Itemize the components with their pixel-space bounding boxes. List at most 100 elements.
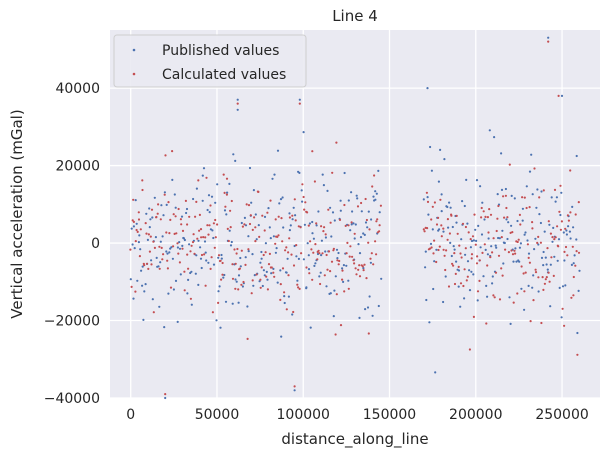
published-point <box>142 318 145 321</box>
published-point <box>466 222 469 225</box>
calculated-point <box>327 208 330 211</box>
published-point <box>280 335 283 338</box>
calculated-point <box>295 244 298 247</box>
calculated-point <box>498 298 502 301</box>
calculated-point <box>181 229 185 232</box>
published-point <box>171 257 174 260</box>
calculated-point <box>164 393 167 396</box>
calculated-point <box>459 282 463 285</box>
calculated-point <box>506 216 509 219</box>
published-point <box>429 145 432 149</box>
calculated-point <box>552 274 555 277</box>
calculated-point <box>329 221 332 224</box>
calculated-point <box>176 242 179 245</box>
calculated-point <box>350 221 353 224</box>
plot-background <box>110 30 600 398</box>
published-point <box>190 270 193 273</box>
published-point <box>516 219 519 223</box>
calculated-point <box>561 307 564 310</box>
published-point <box>349 229 352 232</box>
published-point <box>215 319 218 322</box>
calculated-point <box>311 150 314 153</box>
calculated-point <box>192 233 195 236</box>
published-point <box>148 226 151 229</box>
calculated-point <box>149 235 152 238</box>
calculated-point <box>132 198 135 201</box>
published-point <box>543 230 546 233</box>
published-point <box>301 200 304 203</box>
calculated-point <box>525 206 528 210</box>
published-point <box>159 261 162 264</box>
published-point <box>552 226 555 229</box>
published-point <box>357 243 360 246</box>
published-point <box>234 278 237 281</box>
calculated-point <box>297 225 300 228</box>
calculated-point <box>365 277 368 280</box>
published-point <box>375 192 378 195</box>
calculated-point <box>574 264 577 267</box>
calculated-point <box>516 240 519 244</box>
published-point <box>550 196 553 199</box>
calculated-point <box>200 236 203 239</box>
published-point <box>317 210 320 213</box>
calculated-point <box>259 278 262 281</box>
published-point <box>534 237 537 240</box>
calculated-point <box>347 224 350 227</box>
calculated-point <box>300 252 303 255</box>
calculated-point <box>461 222 465 225</box>
published-point <box>300 189 303 192</box>
published-point <box>575 238 578 241</box>
calculated-point <box>184 199 187 202</box>
calculated-point <box>160 246 163 249</box>
published-point <box>283 301 286 305</box>
calculated-point <box>281 240 284 243</box>
published-point <box>343 171 346 175</box>
calculated-point <box>558 210 561 213</box>
published-point <box>429 242 433 245</box>
published-point <box>134 199 137 202</box>
calculated-point <box>542 189 545 192</box>
chart-title: Line 4 <box>332 7 378 25</box>
calculated-point <box>574 213 577 216</box>
calculated-point <box>337 263 340 266</box>
calculated-point <box>559 228 563 231</box>
published-point <box>561 285 565 288</box>
calculated-point <box>557 245 560 248</box>
published-point <box>225 213 228 216</box>
calculated-point <box>464 225 467 229</box>
calculated-point <box>455 214 458 217</box>
calculated-point <box>180 223 183 226</box>
calculated-point <box>298 287 301 290</box>
published-point <box>243 216 246 219</box>
calculated-point <box>183 270 186 273</box>
published-point <box>545 263 548 266</box>
calculated-point <box>209 267 212 270</box>
published-point <box>504 187 507 191</box>
calculated-point <box>302 195 305 199</box>
calculated-point <box>152 240 155 243</box>
calculated-point <box>274 218 277 221</box>
published-point <box>236 108 239 111</box>
published-point <box>272 267 275 270</box>
calculated-point <box>320 225 323 228</box>
published-point <box>335 248 339 251</box>
calculated-point <box>276 235 279 238</box>
published-point <box>535 206 538 209</box>
calculated-point <box>508 163 511 166</box>
calculated-point <box>267 263 271 266</box>
published-point <box>367 210 370 213</box>
published-point <box>495 246 498 249</box>
published-point <box>203 240 207 243</box>
published-point <box>528 170 532 173</box>
published-point <box>449 206 452 209</box>
calculated-point <box>564 245 568 249</box>
published-point <box>559 213 562 217</box>
calculated-point <box>341 269 344 272</box>
calculated-point <box>341 278 344 281</box>
calculated-point <box>169 218 172 221</box>
calculated-point <box>560 220 564 223</box>
published-point <box>440 210 443 213</box>
published-point <box>167 292 170 295</box>
published-point <box>480 233 484 236</box>
calculated-point <box>478 279 481 282</box>
